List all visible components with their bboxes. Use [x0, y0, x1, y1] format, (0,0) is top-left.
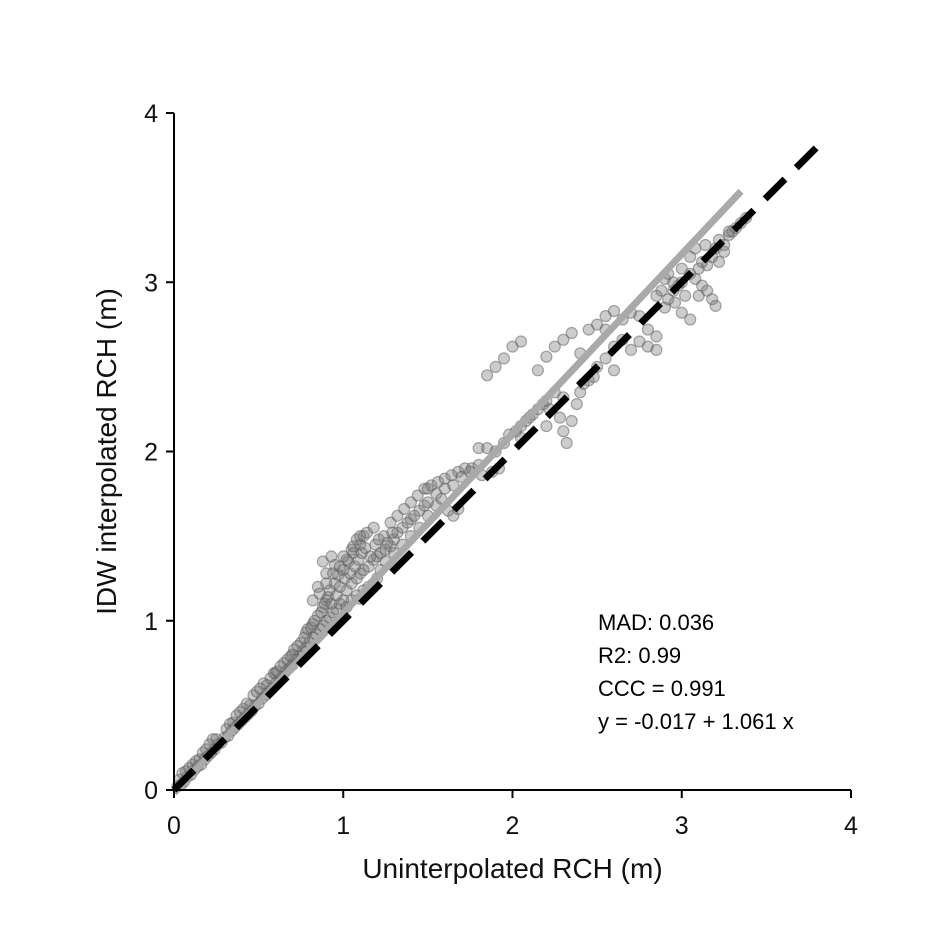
scatter-point: [712, 255, 726, 268]
scatter-point: [445, 469, 458, 482]
scatter-point: [540, 420, 553, 433]
scatter-point: [650, 343, 663, 356]
stat-mad: MAD: 0.036: [598, 610, 714, 635]
scatter-point: [313, 587, 326, 600]
scatter-point: [421, 482, 434, 495]
scatter-point: [381, 536, 394, 550]
scatter-point: [354, 529, 367, 543]
scatter-point: [668, 296, 682, 309]
scatter-point: [607, 364, 621, 377]
stat-equation: y = -0.017 + 1.061 x: [598, 709, 794, 734]
scatter-point: [481, 369, 494, 382]
stat-ccc: CCC = 0.991: [598, 676, 726, 701]
y-axis-ticks: 0 1 2 3 4: [144, 100, 174, 805]
scatter-point: [709, 299, 722, 312]
scatter-point: [675, 262, 688, 275]
x-tick-label: 4: [844, 812, 858, 840]
scatter-point: [560, 436, 573, 450]
scatter-point: [557, 333, 570, 346]
scatter-point: [438, 472, 451, 485]
scatter-point: [386, 526, 399, 539]
scatter-point: [367, 521, 380, 534]
y-tick-label: 3: [144, 269, 158, 297]
scatter-point: [599, 352, 612, 365]
scatter-point: [240, 697, 253, 710]
scatter-point: [570, 398, 583, 411]
scatter-point: [320, 577, 333, 590]
x-tick-label: 0: [167, 812, 181, 840]
fit-line: [171, 188, 744, 796]
scatter-point: [352, 553, 365, 566]
scatter-point: [692, 262, 705, 275]
scatter-point: [650, 289, 663, 302]
scatter-point: [305, 621, 318, 634]
scatter-point: [325, 550, 338, 563]
scatter-point: [553, 411, 567, 424]
scatter-point: [565, 414, 578, 428]
scatter-point: [347, 540, 360, 553]
stats-annotation: MAD: 0.036 R2: 0.99 CCC = 0.991 y = -0.0…: [598, 610, 794, 734]
x-tick-label: 2: [506, 812, 520, 840]
y-axis-title: IDW interpolated RCH (m): [91, 288, 122, 615]
scatter-point: [540, 350, 553, 363]
scatter-point: [291, 639, 304, 653]
y-tick-label: 2: [144, 439, 158, 467]
scatter-point: [531, 364, 545, 377]
scatter-point: [404, 513, 417, 526]
scatter-point: [699, 238, 712, 252]
scatter-point: [624, 343, 638, 356]
x-axis-ticks: 0 1 2 3 4: [167, 790, 858, 840]
scatter-point: [206, 733, 219, 746]
scatter-point: [650, 330, 663, 343]
scatter-point: [472, 442, 485, 455]
scatter-point: [284, 650, 297, 663]
x-tick-label: 1: [336, 812, 350, 840]
scatter-point: [350, 533, 363, 546]
scatter-point: [349, 560, 362, 573]
scatter-point: [318, 597, 331, 610]
scatter-point: [281, 653, 294, 666]
x-tick-label: 3: [675, 812, 689, 840]
y-tick-label: 4: [144, 100, 158, 128]
scatter-point: [497, 352, 511, 365]
scatter-point: [548, 340, 561, 353]
y-tick-label: 0: [144, 777, 158, 805]
scatter-point: [447, 479, 460, 492]
scatter-point: [641, 323, 655, 336]
scatter-point: [489, 360, 502, 373]
scatter-point: [684, 313, 697, 326]
scatter-point: [364, 550, 377, 563]
scatter-point: [340, 553, 353, 566]
scatter-point: [678, 289, 692, 302]
scatter-point: [308, 614, 321, 627]
scatter-point: [288, 643, 301, 656]
x-axis-title: Uninterpolated RCH (m): [362, 853, 662, 884]
scatter-point: [722, 225, 736, 238]
scatter-point: [418, 482, 431, 495]
scatter-point: [514, 335, 528, 348]
scatter-point: [706, 293, 719, 306]
scatter-point: [717, 245, 731, 258]
stat-r2: R2: 0.99: [598, 643, 681, 668]
scatter-point: [675, 306, 688, 319]
one-to-one-line: [171, 135, 829, 793]
scatter-point: [607, 304, 621, 318]
scatter-point: [565, 326, 578, 340]
scatter-point: [320, 567, 333, 580]
scatter-point: [557, 425, 570, 438]
y-tick-label: 1: [144, 608, 158, 636]
